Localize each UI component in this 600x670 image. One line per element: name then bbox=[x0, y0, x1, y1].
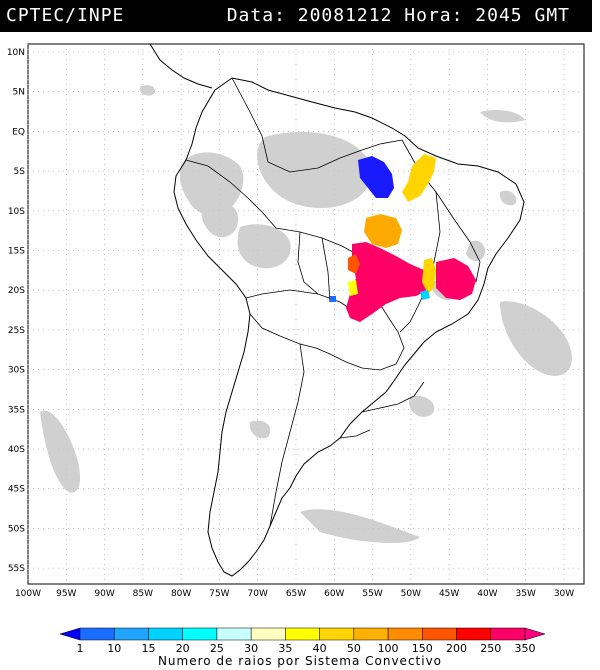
central-america-coastline bbox=[149, 43, 213, 89]
lon-tick-label: 95W bbox=[56, 589, 76, 599]
legend-tick-label: 15 bbox=[141, 642, 155, 655]
lon-tick-label: 90W bbox=[94, 589, 114, 599]
legend-title: Numero de raios por Sistema Convectivo bbox=[158, 654, 442, 668]
legend-swatch bbox=[148, 627, 183, 641]
lat-tick-label: 20S bbox=[8, 286, 25, 296]
legend: 1 10 15 20 25 30 35 40 50 100 150 200 250 350 Numero … bbox=[59, 627, 546, 668]
legend-swatch bbox=[319, 627, 355, 641]
cloud-patch bbox=[179, 152, 244, 216]
legend-swatch bbox=[353, 627, 389, 641]
legend-swatch bbox=[524, 627, 546, 641]
lat-tick-label: 10N bbox=[7, 48, 25, 58]
cloud-patch bbox=[249, 420, 271, 439]
lat-tick-label: 45S bbox=[8, 485, 25, 495]
cloud-patch bbox=[201, 200, 239, 238]
legend-swatch bbox=[285, 627, 320, 641]
legend-tick-label: 40 bbox=[313, 642, 327, 655]
datetime-label: Data: 20081212 Hora: 2045 GMT bbox=[226, 5, 570, 26]
legend-tick-label: 150 bbox=[412, 642, 433, 655]
lat-tick-label: 10S bbox=[8, 207, 25, 217]
lon-tick-label: 30W bbox=[554, 589, 574, 599]
cell-orange bbox=[364, 214, 402, 248]
cloud-patch bbox=[480, 109, 525, 123]
lat-tick-label: 55S bbox=[8, 564, 25, 574]
cloud-patch bbox=[466, 240, 486, 262]
legend-color-bar bbox=[59, 627, 546, 641]
legend-swatch bbox=[216, 627, 252, 641]
lat-tick-label: 50S bbox=[8, 524, 25, 534]
legend-tick-label: 25 bbox=[210, 642, 224, 655]
legend-swatch bbox=[250, 627, 286, 641]
cloud-patch bbox=[237, 224, 291, 269]
lon-tick-label: 50W bbox=[401, 589, 421, 599]
lon-tick-label: 40W bbox=[477, 589, 497, 599]
legend-swatch bbox=[456, 627, 492, 641]
cloud-patch bbox=[300, 509, 420, 544]
legend-tick-label: 200 bbox=[446, 642, 467, 655]
legend-tick-label: 250 bbox=[480, 642, 501, 655]
legend-swatch bbox=[113, 627, 149, 641]
legend-tick-label: 350 bbox=[515, 642, 536, 655]
legend-swatch bbox=[387, 627, 423, 641]
lon-tick-label: 55W bbox=[362, 589, 382, 599]
cloud-patch bbox=[40, 410, 81, 493]
lon-tick-label: 75W bbox=[209, 589, 229, 599]
legend-tick-label: 35 bbox=[278, 642, 292, 655]
map-frame bbox=[27, 43, 585, 585]
lat-tick-label: 30S bbox=[8, 366, 25, 376]
legend-swatch bbox=[422, 627, 457, 641]
cloud-patch bbox=[409, 395, 435, 417]
legend-tick-label: 50 bbox=[347, 642, 361, 655]
legend-swatch bbox=[490, 627, 526, 641]
cell-magenta bbox=[346, 242, 432, 322]
latitude-labels: 10N 5N EQ 5S 10S 15S 20S 25S 30S 35S 40S 45S 50S 55S bbox=[7, 48, 25, 574]
lon-tick-label: 85W bbox=[133, 589, 153, 599]
lon-tick-label: 100W bbox=[15, 589, 41, 599]
legend-swatch bbox=[182, 627, 218, 641]
lat-tick-label: 35S bbox=[8, 405, 25, 415]
cell-orange-red bbox=[348, 254, 360, 274]
cloud-cover bbox=[40, 85, 572, 544]
longitude-labels: 100W 95W 90W 85W 80W 75W 70W 65W 60W 55W 50W 45W 40W… bbox=[15, 589, 574, 599]
lon-tick-label: 65W bbox=[286, 589, 306, 599]
cell-cyan bbox=[420, 290, 430, 300]
lon-tick-label: 60W bbox=[324, 589, 344, 599]
legend-swatch bbox=[79, 627, 115, 641]
map-header: CPTEC/INPE Data: 20081212 Hora: 2045 GMT bbox=[0, 0, 592, 32]
lat-tick-label: 5S bbox=[14, 167, 26, 177]
lon-tick-label: 35W bbox=[516, 589, 536, 599]
lat-tick-label: 5N bbox=[13, 88, 25, 98]
cell-yellow bbox=[348, 280, 358, 296]
lat-tick-label: 40S bbox=[8, 445, 25, 455]
cell-yellow bbox=[422, 258, 436, 294]
lon-tick-label: 45W bbox=[439, 589, 459, 599]
legend-tick-label: 30 bbox=[244, 642, 258, 655]
cell-blue bbox=[330, 296, 336, 302]
legend-tick-label: 100 bbox=[378, 642, 399, 655]
legend-tick-label: 10 bbox=[107, 642, 121, 655]
cloud-patch bbox=[499, 190, 517, 206]
source-label: CPTEC/INPE bbox=[6, 5, 125, 26]
lat-tick-label: 15S bbox=[8, 247, 25, 257]
lat-tick-label: 25S bbox=[8, 326, 25, 336]
lon-tick-label: 70W bbox=[248, 589, 268, 599]
cell-magenta bbox=[436, 258, 476, 300]
lightning-map: 10N5NEQ5S10S15S20S25S30S35S40S45S50S55S … bbox=[7, 43, 585, 599]
lat-tick-label: EQ bbox=[12, 127, 25, 137]
south-america-coastline bbox=[173, 77, 525, 577]
lightning-cells bbox=[330, 154, 476, 322]
legend-swatch bbox=[59, 627, 81, 641]
legend-tick-label: 1 bbox=[77, 642, 84, 655]
cloud-patch bbox=[323, 149, 357, 181]
lon-tick-label: 80W bbox=[171, 589, 191, 599]
cloud-patch bbox=[139, 85, 156, 96]
cell-blue bbox=[358, 156, 394, 198]
legend-tick-label: 20 bbox=[176, 642, 190, 655]
cloud-patch bbox=[500, 301, 572, 376]
legend-labels: 1 10 15 20 25 30 35 40 50 100 150 200 250 350 bbox=[77, 642, 536, 655]
cell-yellow bbox=[402, 154, 436, 202]
